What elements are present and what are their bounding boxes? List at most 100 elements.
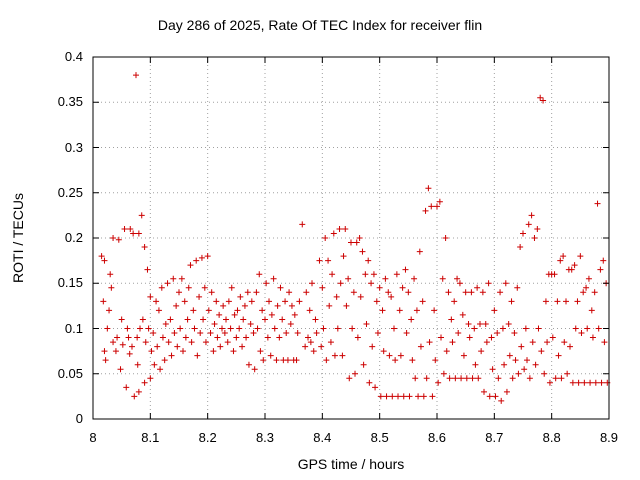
data-point bbox=[348, 239, 354, 246]
data-point bbox=[270, 275, 277, 282]
data-point bbox=[138, 212, 145, 219]
data-point bbox=[458, 375, 465, 382]
data-point bbox=[216, 311, 223, 318]
data-point bbox=[164, 280, 171, 287]
data-point bbox=[188, 339, 195, 346]
data-point bbox=[526, 375, 533, 382]
data-point bbox=[572, 325, 579, 332]
data-point bbox=[181, 298, 188, 305]
data-point bbox=[185, 284, 192, 291]
data-point bbox=[141, 379, 148, 386]
data-point bbox=[376, 284, 383, 291]
data-point bbox=[537, 94, 544, 101]
data-point bbox=[408, 316, 415, 323]
data-point bbox=[286, 289, 293, 296]
data-point bbox=[563, 298, 569, 305]
data-point bbox=[123, 384, 130, 391]
data-point bbox=[432, 357, 439, 364]
data-point bbox=[356, 235, 363, 241]
data-point bbox=[125, 334, 132, 341]
data-point bbox=[585, 275, 592, 282]
data-point bbox=[108, 284, 115, 291]
data-point bbox=[587, 379, 594, 386]
data-point bbox=[135, 388, 142, 395]
data-point bbox=[144, 266, 151, 273]
data-point bbox=[400, 393, 407, 400]
data-point bbox=[549, 334, 556, 341]
data-point bbox=[247, 320, 254, 327]
data-point bbox=[115, 236, 122, 243]
data-point bbox=[475, 375, 482, 382]
data-point bbox=[174, 343, 181, 350]
data-point bbox=[362, 271, 369, 278]
data-point bbox=[520, 230, 526, 237]
data-point bbox=[197, 330, 204, 337]
data-point bbox=[320, 325, 327, 332]
data-point bbox=[141, 244, 148, 251]
data-point bbox=[330, 230, 337, 237]
data-point bbox=[176, 289, 182, 296]
data-point bbox=[326, 302, 333, 309]
data-point bbox=[234, 307, 241, 314]
data-point bbox=[251, 366, 258, 373]
data-point bbox=[483, 339, 490, 346]
data-point bbox=[187, 262, 194, 269]
data-point bbox=[327, 339, 334, 346]
data-point bbox=[544, 339, 551, 346]
data-point bbox=[357, 293, 364, 300]
data-point bbox=[512, 357, 519, 364]
data-point bbox=[499, 325, 506, 332]
data-point bbox=[370, 271, 377, 278]
data-point bbox=[532, 361, 539, 368]
data-point bbox=[194, 352, 201, 359]
y-tick-label: 0.2 bbox=[64, 230, 83, 245]
data-point bbox=[445, 289, 452, 296]
data-point bbox=[126, 350, 133, 357]
data-point bbox=[288, 302, 295, 309]
data-point bbox=[312, 316, 319, 323]
data-point bbox=[228, 284, 235, 291]
data-point bbox=[98, 253, 105, 260]
data-point bbox=[419, 298, 426, 305]
data-point bbox=[153, 298, 160, 305]
data-point bbox=[575, 379, 582, 386]
data-point bbox=[100, 298, 107, 305]
data-point bbox=[485, 280, 492, 287]
data-point bbox=[577, 253, 584, 260]
data-point bbox=[101, 348, 108, 355]
data-point bbox=[420, 393, 427, 400]
data-point bbox=[106, 307, 113, 314]
data-point bbox=[305, 334, 311, 341]
data-point bbox=[291, 311, 298, 318]
x-tick-label: 8.6 bbox=[427, 430, 447, 445]
data-point bbox=[148, 348, 155, 355]
data-point bbox=[193, 257, 200, 264]
data-point bbox=[282, 298, 289, 305]
data-point bbox=[313, 330, 320, 337]
data-point bbox=[505, 320, 512, 327]
data-point bbox=[531, 235, 538, 241]
data-point bbox=[110, 339, 117, 346]
data-point bbox=[518, 343, 525, 350]
data-point bbox=[350, 289, 357, 296]
x-tick-label: 8.3 bbox=[255, 430, 275, 445]
data-point bbox=[568, 266, 575, 273]
data-point bbox=[478, 348, 485, 355]
data-point bbox=[145, 325, 152, 332]
x-tick-label: 8.1 bbox=[141, 430, 160, 445]
data-point bbox=[134, 334, 141, 341]
y-tick-label: 0.15 bbox=[57, 275, 83, 291]
data-point bbox=[309, 280, 316, 287]
data-point bbox=[170, 275, 177, 282]
data-point bbox=[263, 280, 270, 287]
data-point bbox=[517, 244, 524, 251]
data-point bbox=[319, 284, 326, 291]
data-point bbox=[581, 379, 588, 386]
data-point bbox=[302, 343, 309, 350]
data-point bbox=[406, 393, 413, 400]
data-point bbox=[509, 375, 516, 382]
data-point bbox=[241, 302, 248, 309]
data-point bbox=[472, 361, 479, 368]
data-point bbox=[294, 330, 301, 337]
data-point bbox=[374, 330, 381, 337]
